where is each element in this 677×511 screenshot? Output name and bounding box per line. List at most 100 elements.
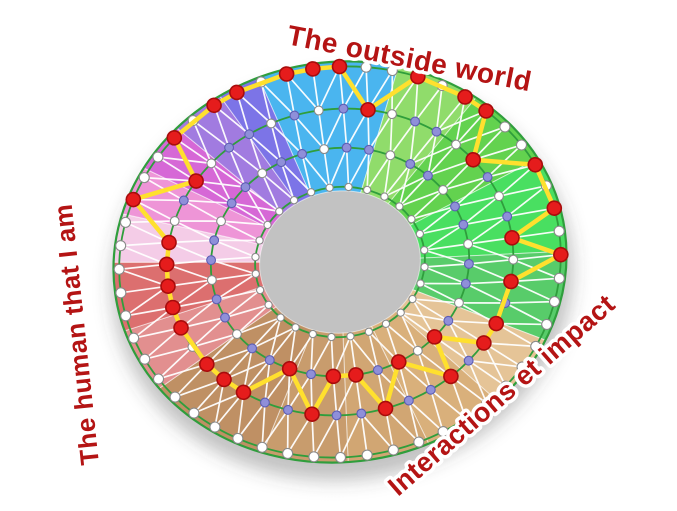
ring-node[interactable] [259, 397, 270, 408]
score-node[interactable] [503, 273, 519, 290]
score-node[interactable] [206, 97, 222, 114]
ring-node[interactable] [422, 170, 433, 181]
ring-node[interactable] [308, 451, 320, 463]
score-node[interactable] [546, 200, 563, 216]
ring-node[interactable] [413, 436, 425, 448]
ring-node[interactable] [380, 192, 389, 201]
ring-node[interactable] [451, 139, 461, 150]
score-node[interactable] [476, 335, 492, 351]
score-node[interactable] [465, 151, 481, 168]
ring-node[interactable] [240, 182, 251, 193]
ring-node[interactable] [334, 451, 347, 463]
ring-node[interactable] [494, 191, 504, 202]
ring-node[interactable] [209, 421, 221, 433]
ring-node[interactable] [119, 216, 132, 228]
ring-node[interactable] [395, 202, 404, 211]
ring-node[interactable] [341, 142, 352, 153]
ring-node[interactable] [255, 236, 264, 245]
ring-node[interactable] [231, 329, 242, 339]
score-node[interactable] [235, 384, 252, 401]
ring-node[interactable] [508, 254, 519, 265]
ring-node[interactable] [308, 329, 318, 339]
ring-node[interactable] [361, 449, 373, 461]
ring-node[interactable] [381, 319, 391, 328]
ring-node[interactable] [362, 185, 372, 195]
score-node[interactable] [281, 360, 298, 377]
score-node[interactable] [188, 173, 204, 189]
score-node[interactable] [325, 368, 342, 385]
ring-node[interactable] [420, 246, 429, 255]
score-node[interactable] [527, 156, 544, 173]
score-node[interactable] [125, 191, 142, 208]
ring-node[interactable] [403, 395, 414, 406]
score-node[interactable] [426, 329, 443, 345]
ring-node[interactable] [216, 216, 227, 227]
ring-node[interactable] [138, 172, 150, 184]
score-node[interactable] [216, 371, 232, 388]
score-node[interactable] [360, 102, 376, 118]
ring-node[interactable] [206, 158, 217, 169]
ring-node[interactable] [282, 447, 294, 460]
ring-node[interactable] [460, 413, 472, 425]
ring-node[interactable] [453, 297, 464, 308]
score-node[interactable] [488, 315, 504, 332]
ring-node[interactable] [481, 397, 493, 409]
ring-node[interactable] [344, 182, 353, 192]
ring-node[interactable] [169, 216, 180, 226]
ring-node[interactable] [372, 365, 383, 376]
score-node[interactable] [390, 354, 407, 370]
ring-node[interactable] [220, 312, 230, 323]
ring-node[interactable] [152, 151, 164, 163]
ring-node[interactable] [553, 225, 565, 237]
score-node[interactable] [305, 61, 321, 77]
score-node[interactable] [377, 400, 394, 417]
ring-node[interactable] [224, 142, 235, 153]
ring-node[interactable] [431, 126, 442, 137]
ring-node[interactable] [283, 404, 293, 415]
ring-node[interactable] [244, 129, 255, 140]
ring-node[interactable] [548, 296, 561, 308]
ring-node[interactable] [206, 275, 217, 285]
score-node[interactable] [478, 103, 494, 119]
ring-node[interactable] [416, 279, 425, 288]
score-node[interactable] [199, 356, 215, 373]
ring-node[interactable] [450, 201, 460, 212]
ring-node[interactable] [541, 318, 553, 330]
ring-node[interactable] [169, 391, 181, 403]
score-node[interactable] [229, 84, 245, 101]
ring-node[interactable] [251, 269, 260, 278]
ring-node[interactable] [408, 294, 417, 304]
ring-node[interactable] [264, 300, 273, 310]
ring-node[interactable] [516, 361, 528, 373]
ring-node[interactable] [331, 410, 342, 421]
ring-node[interactable] [115, 287, 127, 299]
score-node[interactable] [331, 58, 348, 75]
ring-node[interactable] [257, 168, 268, 179]
score-node[interactable] [410, 68, 426, 85]
ring-node[interactable] [325, 183, 334, 192]
ring-node[interactable] [443, 315, 454, 326]
ring-node[interactable] [482, 172, 493, 182]
ring-node[interactable] [289, 196, 299, 205]
ring-node[interactable] [410, 116, 421, 127]
ring-node[interactable] [266, 118, 277, 129]
ring-node[interactable] [276, 157, 287, 168]
ring-node[interactable] [247, 343, 258, 354]
ring-node[interactable] [502, 211, 513, 222]
ring-node[interactable] [386, 64, 398, 77]
ring-node[interactable] [263, 220, 272, 230]
ring-node[interactable] [211, 294, 222, 305]
score-node[interactable] [553, 246, 569, 263]
ring-node[interactable] [425, 384, 436, 395]
ring-node[interactable] [458, 219, 469, 230]
ring-node[interactable] [255, 285, 265, 295]
score-node[interactable] [304, 406, 320, 422]
ring-node[interactable] [256, 441, 268, 453]
ring-node[interactable] [120, 310, 132, 322]
ring-node[interactable] [463, 355, 474, 366]
ring-node[interactable] [500, 380, 512, 392]
ring-node[interactable] [306, 188, 316, 197]
ring-node[interactable] [385, 150, 396, 161]
ring-node[interactable] [364, 144, 374, 155]
ring-node[interactable] [289, 110, 300, 121]
